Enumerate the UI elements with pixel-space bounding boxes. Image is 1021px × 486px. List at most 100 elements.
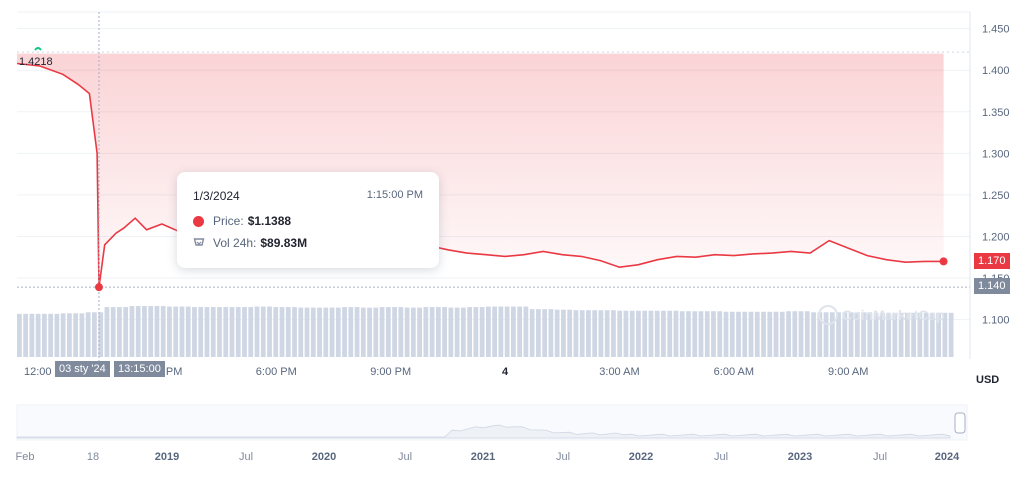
y-tick-label: 1.250 bbox=[982, 190, 1010, 202]
volume-bar bbox=[811, 312, 816, 357]
volume-bar bbox=[942, 312, 948, 357]
volume-bar bbox=[73, 313, 79, 357]
volume-bar bbox=[692, 311, 698, 357]
volume-bar bbox=[67, 313, 72, 357]
volume-bar bbox=[285, 307, 291, 357]
volume-bar bbox=[779, 311, 785, 357]
x-tick-label: 4 bbox=[502, 366, 509, 378]
volume-bar bbox=[260, 306, 266, 357]
volume-bar bbox=[142, 306, 147, 357]
volume-bar bbox=[367, 307, 372, 357]
volume-bar bbox=[292, 307, 297, 357]
current-price-badge: 1.170 bbox=[974, 253, 1010, 269]
volume-bar bbox=[217, 307, 222, 357]
tooltip-volume-row: Vol 24h: $89.83M bbox=[193, 236, 307, 250]
tooltip-volume-label: Vol 24h: bbox=[213, 236, 257, 250]
volume-bar bbox=[554, 309, 560, 357]
volume-bar bbox=[629, 310, 635, 357]
volume-bar bbox=[667, 310, 673, 357]
price-tooltip: 1/3/2024 1:15:00 PM Price: $1.1388 Vol 2… bbox=[177, 172, 439, 268]
volume-bar bbox=[636, 310, 641, 357]
volume-bar bbox=[335, 307, 341, 357]
volume-bar bbox=[711, 311, 716, 357]
volume-bar bbox=[342, 307, 347, 357]
volume-bar bbox=[129, 306, 135, 357]
volume-bar bbox=[742, 311, 748, 357]
navigator-label: 2020 bbox=[312, 451, 336, 463]
navigator-label: Feb bbox=[16, 451, 35, 463]
volume-bar bbox=[829, 312, 835, 357]
volume-bar bbox=[204, 307, 210, 357]
volume-bar bbox=[123, 307, 129, 357]
volume-bar bbox=[498, 306, 504, 357]
volume-bar bbox=[736, 311, 741, 357]
volume-bar bbox=[686, 311, 691, 357]
volume-bar bbox=[586, 310, 591, 357]
currency-label: USD bbox=[976, 374, 999, 386]
volume-bar bbox=[929, 312, 935, 357]
volume-bar bbox=[392, 307, 397, 357]
volume-bar bbox=[267, 306, 272, 357]
volume-bar bbox=[429, 307, 435, 357]
volume-bar bbox=[754, 311, 760, 357]
volume-bar bbox=[354, 307, 360, 357]
high-label: 1.4218 bbox=[19, 56, 53, 68]
volume-bars bbox=[17, 306, 954, 357]
navigator-label: 2024 bbox=[935, 451, 960, 463]
volume-bar bbox=[329, 307, 335, 357]
volume-bar bbox=[198, 307, 204, 357]
crosshair-date-badge: 03 sty '24 bbox=[55, 361, 110, 377]
volume-bar bbox=[548, 309, 554, 357]
cmc-logo-icon bbox=[818, 305, 838, 325]
volume-bar bbox=[729, 311, 735, 357]
navigator-label: Jul bbox=[398, 451, 412, 463]
volume-bar bbox=[442, 307, 447, 357]
volume-bar bbox=[185, 306, 191, 357]
price-dot-icon bbox=[193, 215, 204, 227]
navigator-label: Jul bbox=[556, 451, 570, 463]
volume-bar bbox=[410, 307, 416, 357]
volume-bar bbox=[861, 312, 866, 357]
volume-bar bbox=[360, 307, 366, 357]
volume-bar bbox=[454, 307, 460, 357]
volume-bar bbox=[704, 311, 710, 357]
volume-bar bbox=[836, 312, 841, 357]
volume-bar bbox=[536, 309, 541, 357]
y-tick-label: 1.350 bbox=[982, 107, 1010, 119]
volume-bar bbox=[623, 310, 629, 357]
volume-bar bbox=[567, 309, 573, 357]
y-tick-label: 1.300 bbox=[982, 148, 1010, 160]
navigator-label: 2022 bbox=[629, 451, 653, 463]
volume-bar bbox=[23, 313, 29, 357]
volume-bar bbox=[210, 307, 216, 357]
range-navigator[interactable]: Feb 18 2019 Jul 2020 Jul 2021 Jul 2022 Jul 2023 Jul… bbox=[16, 404, 968, 463]
volume-bar bbox=[310, 307, 316, 357]
volume-bar bbox=[748, 311, 754, 357]
volume-bar bbox=[229, 307, 235, 357]
volume-bar bbox=[579, 310, 585, 357]
volume-bar bbox=[798, 311, 804, 357]
volume-bar bbox=[948, 312, 954, 357]
markers: 1.4218 bbox=[19, 47, 948, 292]
tooltip-price-value: $1.1388 bbox=[247, 214, 292, 228]
volume-bar bbox=[48, 313, 54, 357]
volume-bar bbox=[823, 312, 829, 357]
volume-bar bbox=[654, 310, 660, 357]
volume-bar bbox=[273, 307, 279, 357]
volume-bar bbox=[92, 312, 97, 357]
axes: 1.4501.4001.3501.3001.2501.2001.1501.100… bbox=[24, 12, 1010, 386]
high-marker-icon bbox=[34, 47, 42, 51]
volume-bar bbox=[98, 312, 104, 357]
navigator-handle bbox=[954, 412, 966, 434]
volume-bar bbox=[323, 307, 329, 357]
watermark-text: CoinMarketCap bbox=[842, 307, 945, 323]
volume-bar bbox=[723, 311, 729, 357]
navigator-label: 2023 bbox=[788, 451, 812, 463]
volume-bar bbox=[460, 307, 466, 357]
volume-bar bbox=[561, 309, 566, 357]
volume-bar bbox=[173, 306, 179, 357]
volume-bar bbox=[873, 312, 879, 357]
volume-bar bbox=[248, 307, 254, 357]
